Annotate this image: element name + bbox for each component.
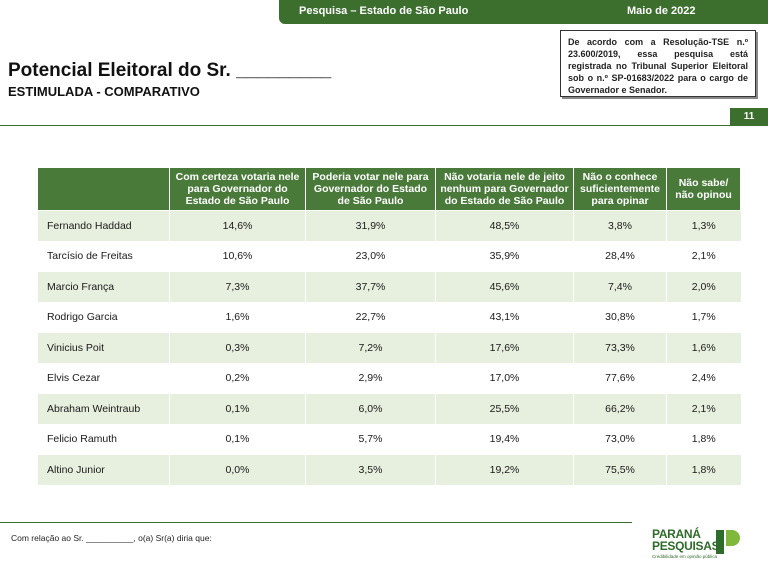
table-row: Tarcísio de Freitas 10,6% 23,0% 35,9% 28… <box>37 240 741 272</box>
cell-value: 43,1% <box>435 301 574 333</box>
cell-value: 30,8% <box>573 301 667 333</box>
cell-value: 45,6% <box>435 271 574 303</box>
cell-value: 7,4% <box>573 271 667 303</box>
cell-value: 77,6% <box>573 362 667 394</box>
table-row: Vinicius Poit 0,3% 7,2% 17,6% 73,3% 1,6% <box>37 332 741 364</box>
page-number: 11 <box>730 108 768 126</box>
cell-value: 17,0% <box>435 362 574 394</box>
cell-value: 7,2% <box>305 332 436 364</box>
logo-line-1: PARANÁ <box>652 527 701 541</box>
candidate-name: Marcio França <box>37 271 170 303</box>
cell-value: 37,7% <box>305 271 436 303</box>
cell-value: 28,4% <box>573 240 667 272</box>
cell-value: 25,5% <box>435 393 574 425</box>
table-row: Rodrigo Garcia 1,6% 22,7% 43,1% 30,8% 1,… <box>37 301 741 333</box>
cell-value: 22,7% <box>305 301 436 333</box>
cell-value: 31,9% <box>305 210 436 242</box>
cell-value: 1,8% <box>666 423 741 455</box>
cell-value: 35,9% <box>435 240 574 272</box>
table-row: Felicio Ramuth 0,1% 5,7% 19,4% 73,0% 1,8… <box>37 423 741 455</box>
cell-value: 2,1% <box>666 393 741 425</box>
header-corner <box>37 167 170 211</box>
column-header: Não o conhece suficientemente para opina… <box>573 167 667 211</box>
cell-value: 0,0% <box>169 454 306 486</box>
candidate-name: Abraham Weintraub <box>37 393 170 425</box>
survey-name: Pesquisa – Estado de São Paulo <box>299 5 469 17</box>
table-row: Altino Junior 0,0% 3,5% 19,2% 75,5% 1,8% <box>37 454 741 486</box>
cell-value: 3,5% <box>305 454 436 486</box>
column-header: Não votaria nele de jeito nenhum para Go… <box>435 167 574 211</box>
cell-value: 19,2% <box>435 454 574 486</box>
footnote: Com relação ao Sr. __________, o(a) Sr(a… <box>11 533 212 543</box>
candidate-name: Felicio Ramuth <box>37 423 170 455</box>
table-row: Abraham Weintraub 0,1% 6,0% 25,5% 66,2% … <box>37 393 741 425</box>
cell-value: 2,4% <box>666 362 741 394</box>
cell-value: 0,1% <box>169 393 306 425</box>
cell-value: 19,4% <box>435 423 574 455</box>
cell-value: 17,6% <box>435 332 574 364</box>
results-table: Com certeza votaria nele para Governador… <box>37 167 741 486</box>
table-row: Elvis Cezar 0,2% 2,9% 17,0% 77,6% 2,4% <box>37 362 741 394</box>
cell-value: 5,7% <box>305 423 436 455</box>
cell-value: 23,0% <box>305 240 436 272</box>
top-divider <box>0 125 768 126</box>
cell-value: 0,3% <box>169 332 306 364</box>
cell-value: 2,0% <box>666 271 741 303</box>
column-header: Com certeza votaria nele para Governador… <box>169 167 306 211</box>
cell-value: 2,9% <box>305 362 436 394</box>
table-row: Fernando Haddad 14,6% 31,9% 48,5% 3,8% 1… <box>37 210 741 242</box>
candidate-name: Altino Junior <box>37 454 170 486</box>
logo-mark-icon <box>716 530 740 554</box>
logo-line-2: PESQUISAS <box>652 539 720 553</box>
header-bar: Pesquisa – Estado de São Paulo Maio de 2… <box>279 0 768 24</box>
cell-value: 0,2% <box>169 362 306 394</box>
table-row: Marcio França 7,3% 37,7% 45,6% 7,4% 2,0% <box>37 271 741 303</box>
cell-value: 73,3% <box>573 332 667 364</box>
cell-value: 1,7% <box>666 301 741 333</box>
page-title: Potencial Eleitoral do Sr. _________ <box>8 60 332 81</box>
column-header: Não sabe/ não opinou <box>666 167 741 211</box>
bottom-divider <box>0 522 632 523</box>
cell-value: 14,6% <box>169 210 306 242</box>
cell-value: 1,3% <box>666 210 741 242</box>
table-header-row: Com certeza votaria nele para Governador… <box>37 167 741 211</box>
candidate-name: Tarcísio de Freitas <box>37 240 170 272</box>
cell-value: 10,6% <box>169 240 306 272</box>
cell-value: 48,5% <box>435 210 574 242</box>
page-subtitle: ESTIMULADA - COMPARATIVO <box>8 84 200 99</box>
survey-date: Maio de 2022 <box>627 5 696 17</box>
column-header: Poderia votar nele para Governador do Es… <box>305 167 436 211</box>
cell-value: 1,6% <box>666 332 741 364</box>
cell-value: 0,1% <box>169 423 306 455</box>
cell-value: 1,6% <box>169 301 306 333</box>
cell-value: 73,0% <box>573 423 667 455</box>
candidate-name: Elvis Cezar <box>37 362 170 394</box>
cell-value: 3,8% <box>573 210 667 242</box>
cell-value: 7,3% <box>169 271 306 303</box>
registration-notice: De acordo com a Resolução-TSE n.º 23.600… <box>560 30 756 97</box>
cell-value: 2,1% <box>666 240 741 272</box>
logo-tagline: Credibilidade em opinião pública <box>652 554 718 559</box>
candidate-name: Vinicius Poit <box>37 332 170 364</box>
parana-pesquisas-logo: PARANÁ PESQUISAS Credibilidade em opiniã… <box>652 528 742 564</box>
candidate-name: Rodrigo Garcia <box>37 301 170 333</box>
cell-value: 75,5% <box>573 454 667 486</box>
cell-value: 6,0% <box>305 393 436 425</box>
cell-value: 66,2% <box>573 393 667 425</box>
candidate-name: Fernando Haddad <box>37 210 170 242</box>
cell-value: 1,8% <box>666 454 741 486</box>
